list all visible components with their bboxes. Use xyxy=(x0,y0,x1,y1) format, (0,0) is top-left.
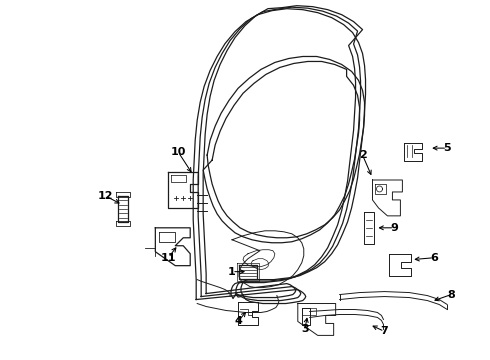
Text: 5: 5 xyxy=(443,143,451,153)
Text: 6: 6 xyxy=(430,253,438,263)
Text: 10: 10 xyxy=(171,147,186,157)
Text: 8: 8 xyxy=(447,289,455,300)
Text: 12: 12 xyxy=(98,191,113,201)
Text: 7: 7 xyxy=(381,327,389,336)
Text: 9: 9 xyxy=(391,223,398,233)
Text: 2: 2 xyxy=(359,150,367,160)
Text: 1: 1 xyxy=(228,267,236,276)
Text: 3: 3 xyxy=(301,324,309,334)
Text: 11: 11 xyxy=(161,253,176,263)
Text: 4: 4 xyxy=(234,316,242,327)
